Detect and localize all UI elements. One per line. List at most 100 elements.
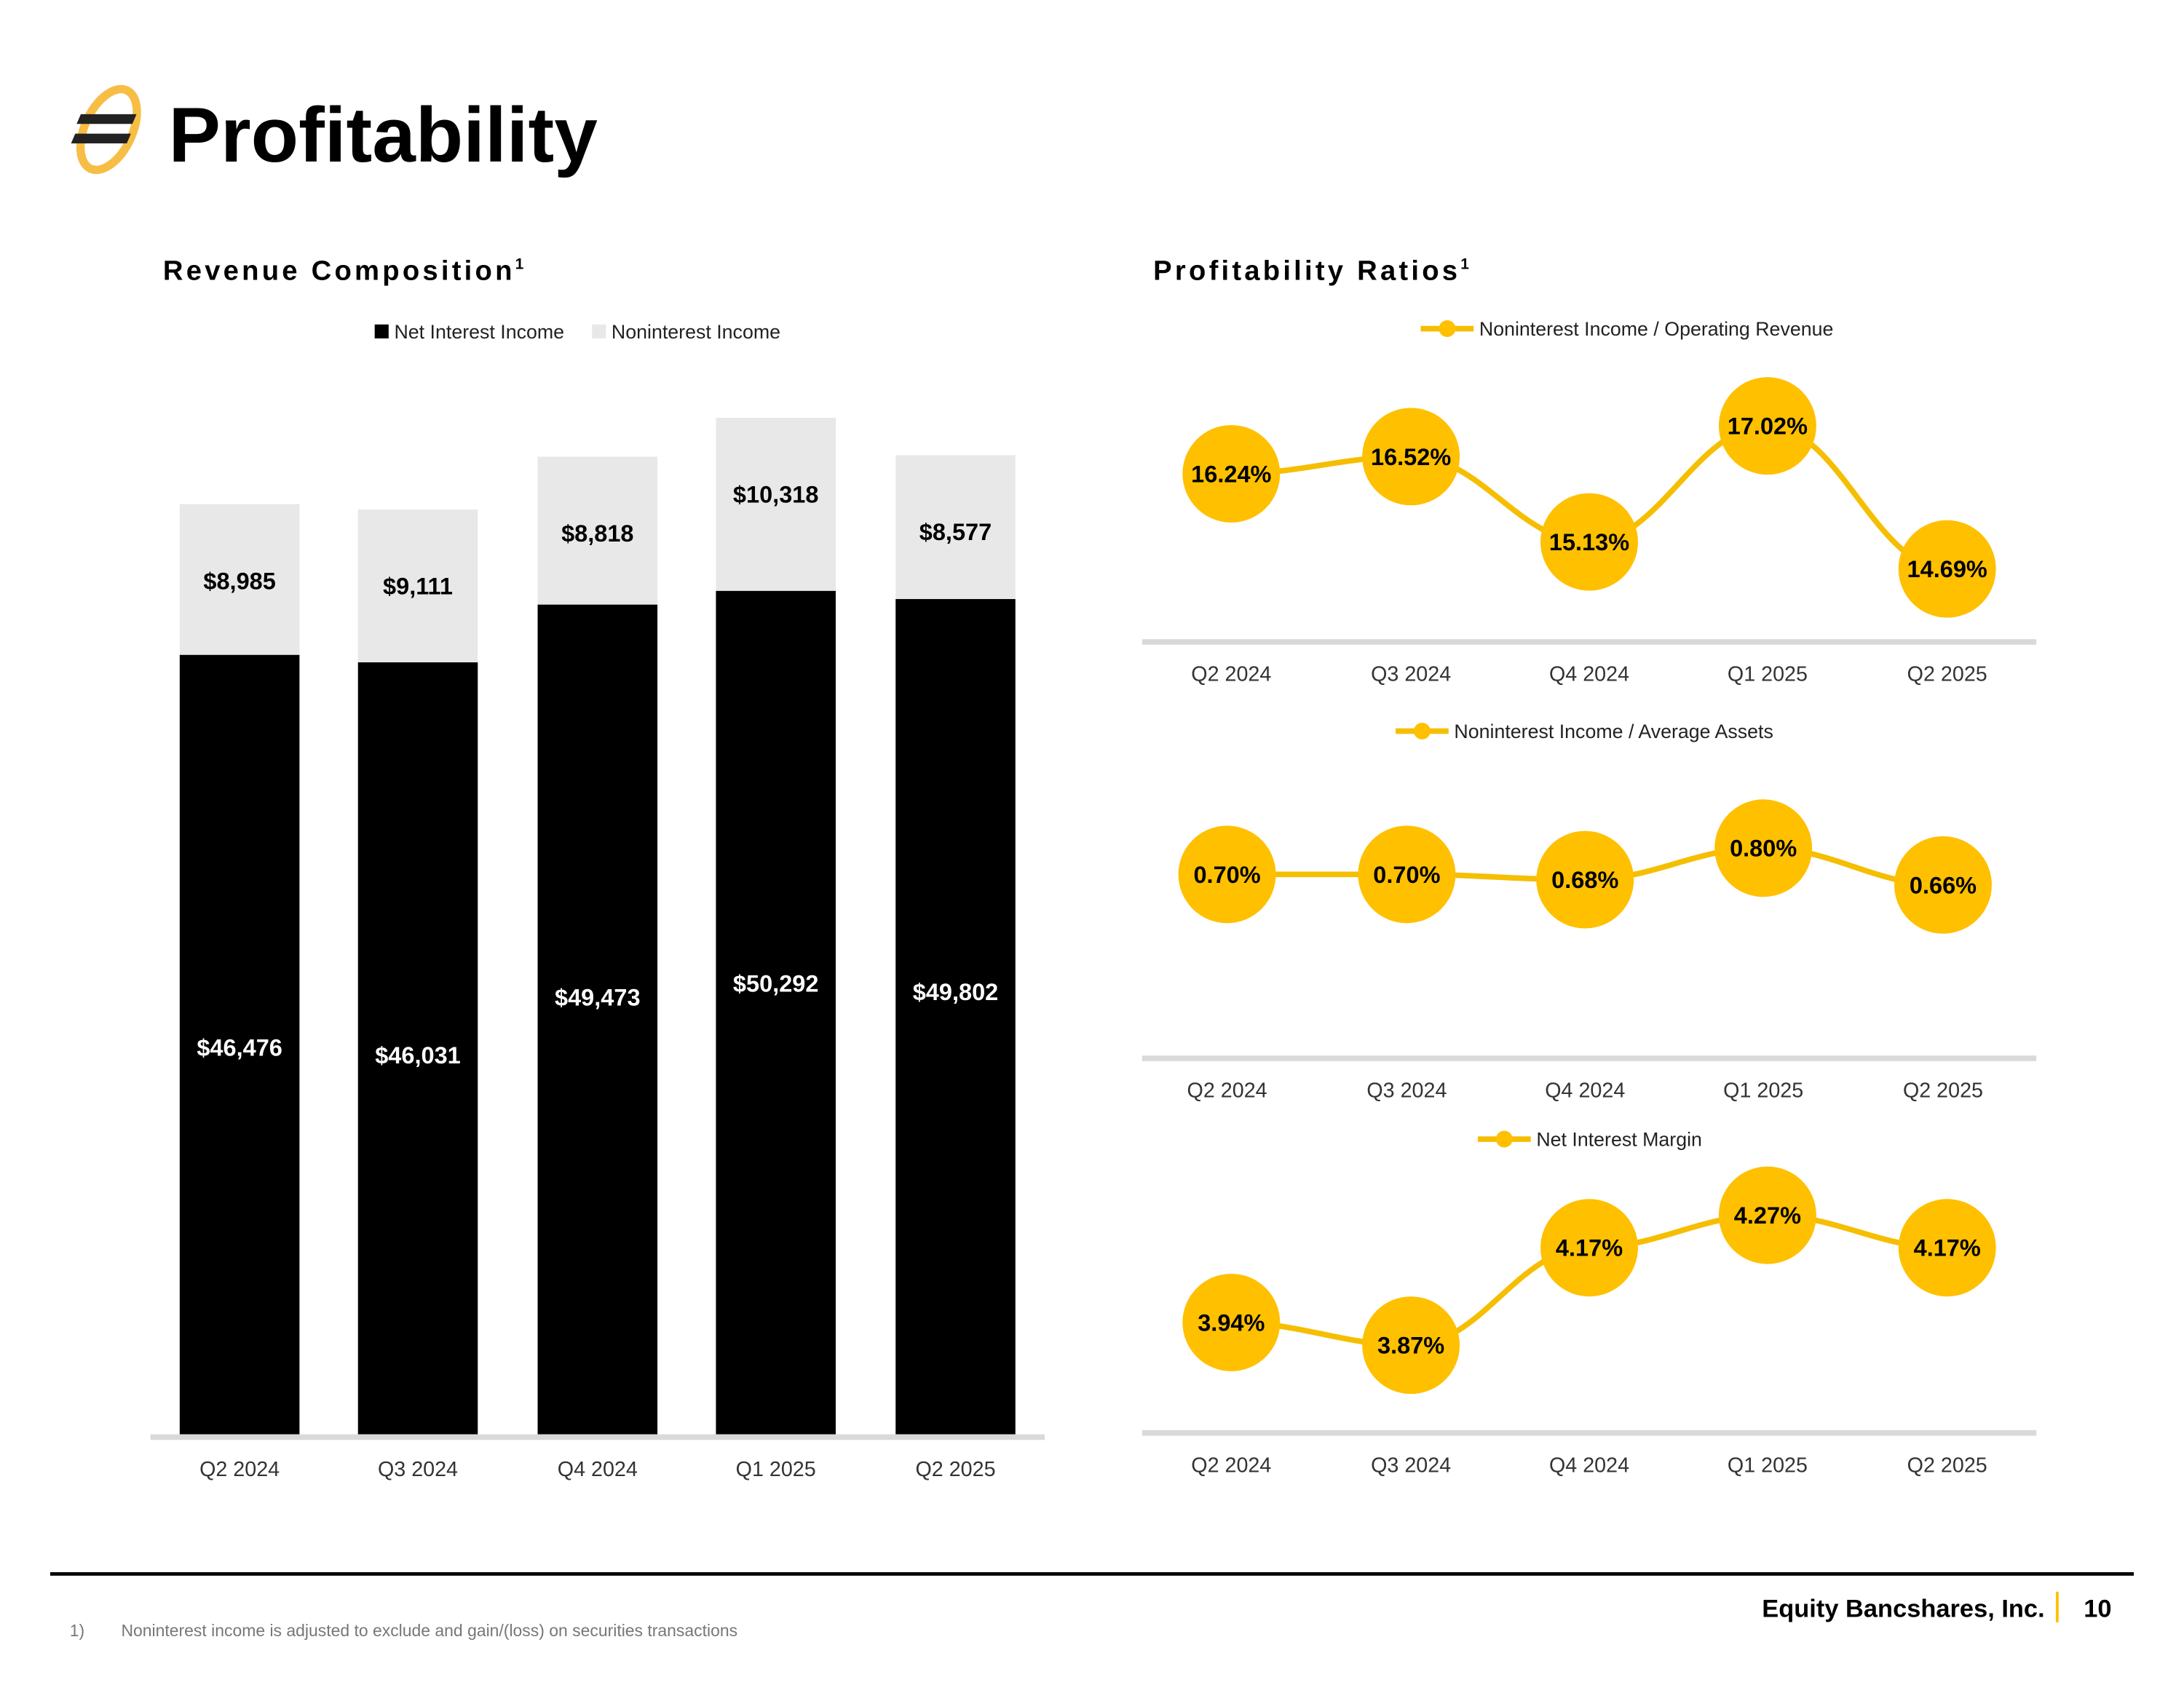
footnote-text: Noninterest income is adjusted to exclud… [121, 1621, 737, 1640]
data-point [1182, 1273, 1281, 1371]
data-label: 0.70% [1373, 862, 1440, 888]
data-point [1358, 825, 1456, 924]
legend-label: Noninterest Income / Average Assets [1454, 721, 1773, 742]
x-axis-line [1142, 1430, 2037, 1436]
x-axis-line [1142, 1055, 2037, 1061]
legend-swatch-nonii [592, 324, 606, 338]
data-point [1894, 836, 1992, 934]
legend-label-nonii: Noninterest Income [612, 321, 780, 343]
legend-label: Noninterest Income / Operating Revenue [1479, 318, 1834, 340]
bar-noninterest-income [357, 509, 478, 662]
profitability-ratios-title: Profitability Ratios1 [1153, 255, 1472, 287]
data-label: 15.13% [1549, 529, 1629, 555]
data-point [1714, 799, 1813, 897]
bar-net-interest-income [716, 590, 836, 1435]
data-label: 0.68% [1551, 867, 1618, 893]
x-tick-label: Q2 2024 [199, 1458, 280, 1481]
x-tick-label: Q2 2025 [1907, 1454, 1987, 1477]
bar-legend: Net Interest Income Noninterest Income [374, 321, 780, 343]
revenue-bar-chart: $46,476 $8,985 Q2 2024 $46,031 $9,111 Q3 2024… [150, 417, 1045, 1481]
data-point [1536, 830, 1634, 929]
legend-dot-marker [1495, 1130, 1513, 1148]
x-tick-label: Q4 2024 [1545, 1079, 1625, 1103]
data-label: 16.52% [1371, 444, 1451, 470]
x-tick-label: Q2 2024 [1191, 663, 1271, 686]
x-tick-label: Q1 2025 [1723, 1079, 1803, 1103]
data-label: 4.17% [1556, 1235, 1623, 1261]
data-point [1178, 825, 1276, 924]
legend-label-nii: Net Interest Income [394, 321, 564, 343]
data-label-nii: $46,031 [375, 1042, 461, 1069]
footnote-number: 1) [70, 1621, 84, 1640]
bar-net-interest-income [537, 604, 658, 1435]
bar-noninterest-income [179, 504, 300, 655]
footer-divider [50, 1572, 2134, 1576]
bar-noninterest-income [716, 417, 836, 591]
data-point [1540, 493, 1638, 591]
bar-net-interest-income [357, 662, 478, 1435]
data-point [1362, 1296, 1460, 1395]
data-label: 0.66% [1910, 872, 1977, 898]
legend-label: Net Interest Margin [1536, 1129, 1702, 1151]
data-point [1898, 520, 1996, 618]
x-tick-label: Q1 2025 [1728, 1454, 1808, 1477]
line-chart-3: Net Interest Margin 3.94% Q2 2024 3.87% Q3 2… [1142, 1129, 2037, 1477]
data-label-nonii: $8,818 [561, 520, 633, 547]
data-point [1718, 1166, 1816, 1264]
data-label: 4.27% [1734, 1202, 1801, 1229]
data-point [1182, 424, 1281, 523]
line-chart-1: Noninterest Income / Operating Revenue 16… [1142, 318, 2037, 686]
footer-separator [2055, 1591, 2059, 1622]
x-tick-label: Q3 2024 [1371, 663, 1451, 686]
data-label-nii: $49,473 [555, 985, 641, 1011]
page-title: Profitability [169, 91, 598, 178]
x-tick-label: Q2 2025 [915, 1458, 995, 1481]
data-label-nii: $49,802 [913, 979, 999, 1005]
data-label: 3.94% [1198, 1309, 1265, 1336]
data-label: 17.02% [1728, 413, 1808, 440]
equity-bank-logo-icon [71, 84, 141, 175]
data-label-nonii: $8,985 [203, 568, 275, 594]
data-label: 0.70% [1193, 862, 1260, 888]
bar-noninterest-income [895, 455, 1016, 600]
legend-swatch-nii [374, 324, 389, 338]
data-label: 4.17% [1914, 1235, 1981, 1261]
legend-dot-marker [1439, 320, 1456, 337]
data-point [1362, 408, 1460, 506]
data-label: 16.24% [1191, 461, 1271, 487]
revenue-composition-title: Revenue Composition1 [163, 255, 527, 287]
x-tick-label: Q4 2024 [558, 1458, 638, 1481]
line-chart-2: Noninterest Income / Average Assets 0.70%… [1142, 721, 2037, 1103]
x-tick-label: Q2 2025 [1903, 1079, 1983, 1103]
x-tick-label: Q4 2024 [1549, 663, 1629, 686]
x-tick-label: Q2 2024 [1187, 1079, 1267, 1103]
data-label: 14.69% [1907, 556, 1987, 582]
data-label-nonii: $10,318 [733, 482, 819, 508]
data-label-nonii: $9,111 [383, 574, 453, 600]
company-name: Equity Bancshares, Inc. [1762, 1595, 2044, 1622]
x-tick-label: Q1 2025 [736, 1458, 816, 1481]
x-tick-label: Q4 2024 [1549, 1454, 1629, 1477]
x-tick-label: Q3 2024 [1371, 1454, 1451, 1477]
data-label: 0.80% [1730, 836, 1797, 862]
data-point [1898, 1199, 1996, 1297]
data-label-nonii: $8,577 [919, 519, 992, 545]
x-tick-label: Q2 2025 [1907, 663, 1987, 686]
x-tick-label: Q3 2024 [1366, 1079, 1447, 1103]
data-point [1540, 1199, 1638, 1297]
x-tick-label: Q1 2025 [1728, 663, 1808, 686]
bar-noninterest-income [537, 456, 658, 605]
data-label-nii: $46,476 [197, 1035, 282, 1061]
ratio-line-charts: Noninterest Income / Operating Revenue 16… [1142, 318, 2037, 1477]
legend-dot-marker [1413, 722, 1431, 740]
data-label: 3.87% [1377, 1333, 1444, 1359]
data-point [1718, 377, 1816, 475]
bar-net-interest-income [895, 599, 1016, 1435]
x-tick-label: Q3 2024 [378, 1458, 458, 1481]
x-tick-label: Q2 2024 [1191, 1454, 1271, 1477]
x-axis-line [150, 1434, 1045, 1440]
bar-net-interest-income [179, 654, 300, 1435]
page-number: 10 [2084, 1595, 2111, 1622]
x-axis-line [1142, 639, 2037, 645]
